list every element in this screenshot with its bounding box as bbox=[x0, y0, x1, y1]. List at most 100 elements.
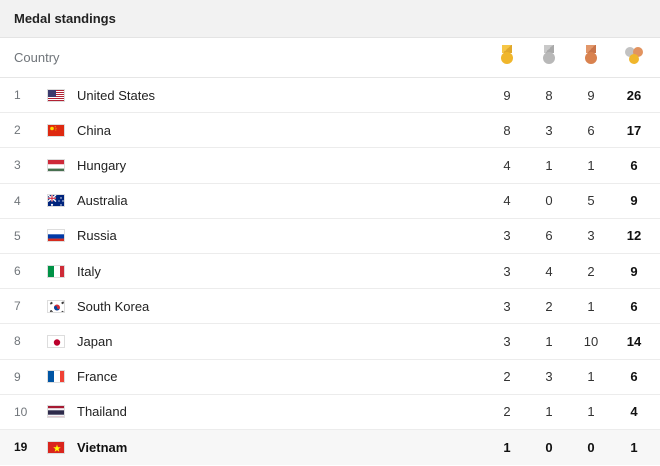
bronze-count: 5 bbox=[587, 193, 595, 209]
silver-count: 3 bbox=[545, 369, 553, 385]
rank-cell: 6 bbox=[14, 264, 21, 279]
rank-cell: 8 bbox=[14, 334, 21, 349]
gold-count: 4 bbox=[503, 193, 511, 209]
gold-count: 9 bbox=[503, 87, 511, 103]
total-count: 1 bbox=[630, 439, 638, 455]
total-count: 6 bbox=[630, 298, 638, 314]
table-row-thailand[interactable]: 10 Thailand 2 1 1 4 bbox=[0, 395, 660, 430]
rank-cell: 10 bbox=[14, 404, 28, 419]
total-count: 6 bbox=[630, 369, 638, 385]
total-count: 26 bbox=[626, 87, 642, 103]
bronze-count: 1 bbox=[587, 369, 595, 385]
country-name: Italy bbox=[77, 263, 101, 279]
gold-count: 3 bbox=[503, 298, 511, 314]
rank-cell: 5 bbox=[14, 228, 21, 243]
table-row-vietnam[interactable]: 19 Vietnam 1 0 0 1 bbox=[0, 429, 660, 466]
country-name: Russia bbox=[77, 228, 117, 244]
silver-count: 6 bbox=[545, 228, 553, 244]
bronze-count: 6 bbox=[587, 122, 595, 138]
rank-cell: 9 bbox=[14, 369, 21, 384]
rank-cell: 19 bbox=[14, 440, 28, 455]
total-count: 17 bbox=[626, 122, 642, 138]
gold-count: 2 bbox=[503, 369, 511, 385]
total-column-header[interactable] bbox=[612, 45, 656, 70]
gold-count: 2 bbox=[503, 404, 511, 420]
table-row-china[interactable]: 2 China 8 3 6 17 bbox=[0, 113, 660, 149]
gold-count: 3 bbox=[503, 333, 511, 349]
silver-count: 3 bbox=[545, 122, 553, 138]
silver-count: 0 bbox=[545, 193, 553, 209]
gold-count: 3 bbox=[503, 263, 511, 279]
bronze-column-header[interactable] bbox=[570, 45, 612, 70]
rank-cell: 1 bbox=[14, 88, 21, 103]
total-medals-icon bbox=[624, 45, 644, 65]
silver-count: 1 bbox=[545, 157, 553, 173]
country-name: China bbox=[77, 122, 111, 138]
flag-jp-icon bbox=[47, 334, 65, 348]
table-row-australia[interactable]: 4 Australia 4 0 5 9 bbox=[0, 184, 660, 219]
silver-count: 8 bbox=[545, 87, 553, 103]
country-name: Hungary bbox=[77, 157, 127, 173]
bronze-count: 0 bbox=[587, 439, 595, 455]
total-count: 14 bbox=[626, 333, 642, 349]
country-name: United States bbox=[77, 87, 156, 103]
bronze-medal-icon bbox=[583, 45, 599, 65]
flag-vn-icon bbox=[47, 440, 65, 454]
country-name: Thailand bbox=[77, 404, 127, 420]
flag-cn-icon bbox=[47, 123, 65, 137]
gold-column-header[interactable] bbox=[486, 45, 528, 70]
flag-us-icon bbox=[47, 88, 65, 102]
silver-count: 0 bbox=[545, 439, 553, 455]
table-row-japan[interactable]: 8 Japan 3 1 10 14 bbox=[0, 324, 660, 360]
rank-cell: 2 bbox=[14, 123, 21, 138]
rank-cell: 4 bbox=[14, 193, 21, 208]
silver-count: 4 bbox=[545, 263, 553, 279]
silver-medal-icon bbox=[541, 45, 557, 65]
bronze-count: 9 bbox=[587, 87, 595, 103]
flag-fr-icon bbox=[47, 370, 65, 384]
flag-it-icon bbox=[47, 264, 65, 278]
gold-count: 1 bbox=[503, 439, 511, 455]
table-row-united-states[interactable]: 1 United States 9 8 9 26 bbox=[0, 78, 660, 114]
gold-count: 3 bbox=[503, 228, 511, 244]
silver-count: 1 bbox=[545, 404, 553, 420]
table-row-france[interactable]: 9 France 2 3 1 6 bbox=[0, 360, 660, 395]
table-row-hungary[interactable]: 3 Hungary 4 1 1 6 bbox=[0, 148, 660, 184]
rank-cell: 7 bbox=[14, 299, 21, 314]
table-row-russia[interactable]: 5 Russia 3 6 3 12 bbox=[0, 219, 660, 254]
flag-au-icon bbox=[47, 194, 65, 208]
silver-column-header[interactable] bbox=[528, 45, 570, 70]
standings-table-body: 1 United States 9 8 9 26 2 China 8 3 6 1… bbox=[0, 78, 660, 466]
total-count: 9 bbox=[630, 263, 638, 279]
table-header: Country bbox=[0, 38, 660, 78]
bronze-count: 1 bbox=[587, 157, 595, 173]
bronze-count: 3 bbox=[587, 228, 595, 244]
table-row-italy[interactable]: 6 Italy 3 4 2 9 bbox=[0, 254, 660, 290]
bronze-count: 2 bbox=[587, 263, 595, 279]
total-count: 6 bbox=[630, 157, 638, 173]
country-column-header[interactable]: Country bbox=[14, 50, 60, 65]
bronze-count: 10 bbox=[583, 333, 599, 349]
country-name: France bbox=[77, 369, 118, 385]
silver-count: 2 bbox=[545, 298, 553, 314]
country-name: Australia bbox=[77, 193, 128, 209]
flag-th-icon bbox=[47, 405, 65, 419]
gold-count: 4 bbox=[503, 157, 511, 173]
flag-kr-icon bbox=[47, 299, 65, 313]
flag-hu-icon bbox=[47, 158, 65, 172]
country-name: Japan bbox=[77, 333, 113, 349]
gold-medal-icon bbox=[499, 45, 515, 65]
country-name: Vietnam bbox=[77, 439, 128, 455]
total-count: 12 bbox=[626, 228, 642, 244]
silver-count: 1 bbox=[545, 333, 553, 349]
flag-ru-icon bbox=[47, 229, 65, 243]
bronze-count: 1 bbox=[587, 404, 595, 420]
gold-count: 8 bbox=[503, 122, 511, 138]
bronze-count: 1 bbox=[587, 298, 595, 314]
widget-header: Medal standings bbox=[0, 0, 660, 38]
country-name: South Korea bbox=[77, 298, 150, 314]
total-count: 9 bbox=[630, 193, 638, 209]
rank-cell: 3 bbox=[14, 158, 21, 173]
table-row-south-korea[interactable]: 7 South Korea 3 2 1 6 bbox=[0, 289, 660, 325]
